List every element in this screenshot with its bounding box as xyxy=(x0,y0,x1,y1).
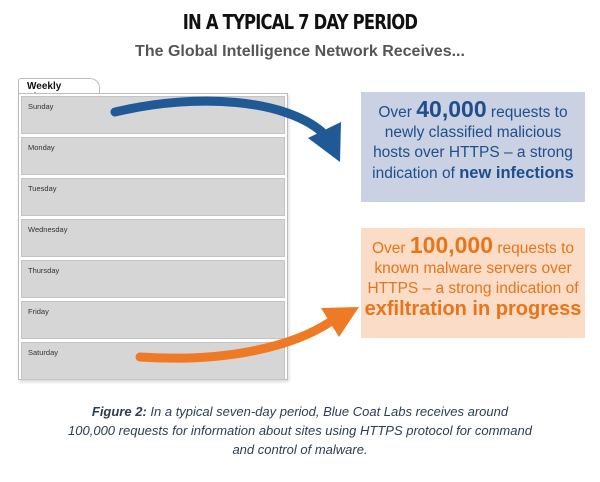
caption-lead: Figure 2: xyxy=(91,404,147,419)
caption-line-1: Figure 2: In a typical seven-day period,… xyxy=(0,402,600,421)
blue-prefix: Over xyxy=(378,104,417,121)
blue-line-1: Over 40,000 requests to xyxy=(361,96,585,123)
caption-line-1-text: In a typical seven-day period, Blue Coat… xyxy=(146,404,509,419)
day-row-monday: Monday xyxy=(21,137,285,175)
caption-line-2: 100,000 requests for information about s… xyxy=(68,423,532,438)
blue-number: 40,000 xyxy=(416,96,487,122)
blue-callout-box: Over 40,000 requests to newly classified… xyxy=(361,92,585,202)
day-row-thursday: Thursday xyxy=(21,260,285,298)
page-subtitle: The Global Intelligence Network Receives… xyxy=(135,43,465,60)
day-row-friday: Friday xyxy=(21,301,285,339)
blue-line-3: hosts over HTTPS – a strong xyxy=(373,144,573,161)
orange-line-2: known malware servers over xyxy=(374,260,572,277)
orange-arrow xyxy=(135,307,359,363)
orange-number: 100,000 xyxy=(409,232,494,258)
orange-prefix: Over xyxy=(371,240,410,257)
blue-line-2: newly classified malicious xyxy=(384,124,562,141)
orange-line-3: HTTPS – a strong indication of xyxy=(367,280,579,297)
figure-caption: Figure 2: In a typical seven-day period,… xyxy=(0,402,600,459)
orange-line-1: Over 100,000 requests to xyxy=(361,232,585,259)
orange-callout-box: Over 100,000 requests to known malware s… xyxy=(361,228,585,338)
day-row-tuesday: Tuesday xyxy=(21,178,285,216)
blue-emphasis: new infections xyxy=(459,164,574,182)
orange-line-4: exfiltration in progress xyxy=(364,298,582,320)
page-title: IN A TYPICAL 7 DAY PERIOD xyxy=(182,10,418,34)
blue-line-4: indication of new infections xyxy=(361,163,585,184)
blue-line-1-rest: requests to xyxy=(486,104,568,121)
orange-line-1-rest: requests to xyxy=(493,240,575,257)
day-row-wednesday: Wednesday xyxy=(21,219,285,257)
blue-arrow xyxy=(110,96,341,162)
blue-line-4-pre: indication of xyxy=(372,165,460,182)
caption-line-3: and control of malware. xyxy=(232,442,368,457)
